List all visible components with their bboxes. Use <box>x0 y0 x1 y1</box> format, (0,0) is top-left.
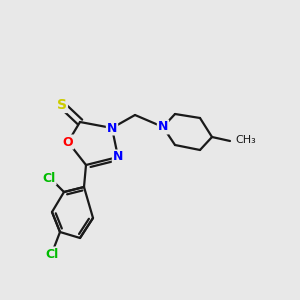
Text: N: N <box>107 122 117 134</box>
Text: N: N <box>158 121 168 134</box>
Text: N: N <box>113 151 123 164</box>
Text: O: O <box>63 136 73 148</box>
Text: Cl: Cl <box>45 248 58 260</box>
Text: S: S <box>57 98 67 112</box>
Text: Cl: Cl <box>42 172 56 184</box>
Text: CH₃: CH₃ <box>235 135 256 145</box>
